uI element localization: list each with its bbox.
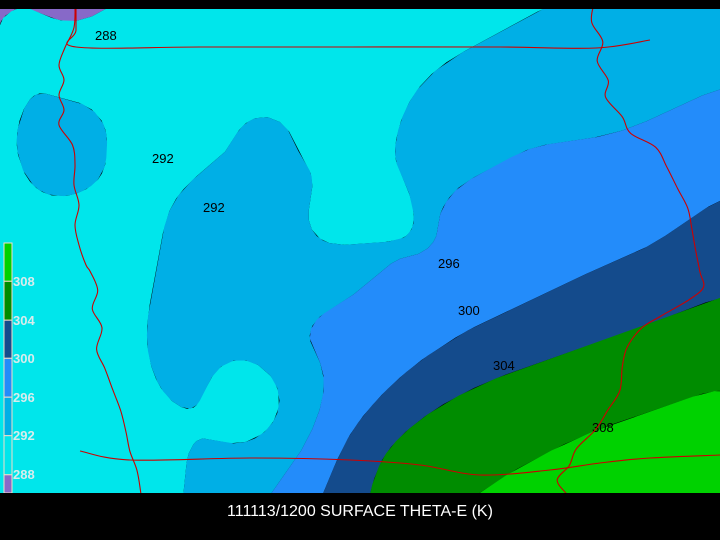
svg-text:292: 292 bbox=[203, 200, 225, 215]
svg-text:288: 288 bbox=[95, 28, 117, 43]
svg-text:300: 300 bbox=[13, 351, 35, 366]
svg-text:292: 292 bbox=[152, 151, 174, 166]
svg-text:288: 288 bbox=[13, 467, 35, 482]
svg-text:304: 304 bbox=[493, 358, 515, 373]
svg-text:304: 304 bbox=[13, 313, 35, 328]
svg-text:111113/1200 SURFACE THETA-E (K: 111113/1200 SURFACE THETA-E (K) bbox=[227, 503, 493, 520]
svg-text:292: 292 bbox=[13, 428, 35, 443]
svg-text:296: 296 bbox=[438, 256, 460, 271]
svg-text:308: 308 bbox=[592, 420, 614, 435]
svg-text:308: 308 bbox=[13, 274, 35, 289]
svg-text:300: 300 bbox=[458, 303, 480, 318]
svg-text:296: 296 bbox=[13, 390, 35, 405]
